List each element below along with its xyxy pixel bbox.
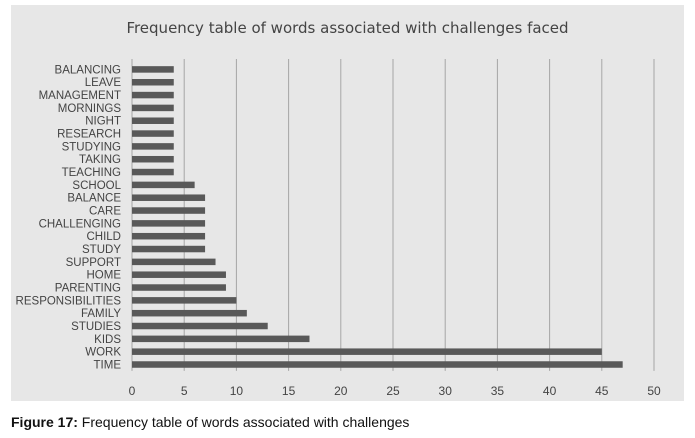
bar-research [132,130,174,137]
category-label-child: CHILD [86,231,121,243]
category-label-management: MANAGEMENT [39,90,121,102]
category-label-studies: STUDIES [71,321,121,333]
category-label-time: TIME [94,360,122,372]
category-label-challenging: CHALLENGING [39,218,121,230]
category-label-home: HOME [87,270,122,282]
figure-caption: Figure 17: Frequency table of words asso… [11,414,409,430]
category-label-responsibilities: RESPONSIBILITIES [16,295,122,307]
category-label-study: STUDY [82,244,121,256]
bar-chart: 0 5 10 15 20 25 30 35 40 45 50 BALANCINGLEAVEMANAGE… [16,59,661,398]
category-label-night: NIGHT [85,116,121,128]
x-tick-label-50: 50 [647,384,661,398]
bar-support [132,258,216,266]
category-label-kids: KIDS [94,334,121,346]
category-label-leave: LEAVE [85,77,122,89]
bar-home [132,271,226,278]
bar-studying [132,143,174,150]
bar-challenging [132,220,206,227]
bar-night [132,117,174,124]
category-label-mornings: MORNINGS [58,103,122,115]
bar-family [132,309,247,317]
x-tick-label-10: 10 [230,384,244,398]
bar-care [132,207,206,214]
x-tick-label-25: 25 [386,384,400,398]
category-label-support: SUPPORT [66,257,121,269]
bar-kids [132,335,310,343]
category-label-taking: TAKING [79,154,121,166]
category-label-school: SCHOOL [72,180,121,192]
bar-responsibilities [132,297,237,304]
x-tick-label-30: 30 [439,384,453,398]
bar-mornings [132,104,174,112]
figure-caption-text: Frequency table of words associated with… [77,414,410,430]
chart-title: Frequency table of words associated with… [126,19,569,37]
bar-taking [132,155,174,163]
bar-balancing [132,66,174,73]
category-label-balance: BALANCE [67,193,121,205]
bar-studies [132,322,268,330]
bar-child [132,232,206,240]
bar-teaching [132,168,174,176]
x-tick-label-40: 40 [543,384,557,398]
category-label-family: FAMILY [81,308,121,320]
x-tick-label-20: 20 [334,384,348,398]
bar-time [132,361,623,368]
x-tick-label-15: 15 [282,384,296,398]
category-label-studying: STUDYING [62,141,121,153]
category-label-work: WORK [85,347,121,359]
x-tick-label-35: 35 [491,384,505,398]
x-tick-label-45: 45 [595,384,609,398]
chart-panel: Frequency table of words associated with… [11,5,684,401]
bar-study [132,245,206,253]
category-label-research: RESEARCH [57,129,121,141]
category-label-teaching: TEACHING [62,167,121,179]
bar-balance [132,194,206,201]
category-label-balancing: BALANCING [55,64,122,76]
figure-caption-label: Figure 17: [11,414,78,430]
bar-leave [132,78,174,86]
x-tick-label-0: 0 [129,384,136,398]
bar-parenting [132,284,226,291]
bar-management [132,91,174,99]
category-label-care: CARE [89,206,121,218]
x-tick-label-5: 5 [181,384,188,398]
bar-school [132,181,195,189]
bar-work [132,348,602,355]
category-label-parenting: PARENTING [55,283,121,295]
